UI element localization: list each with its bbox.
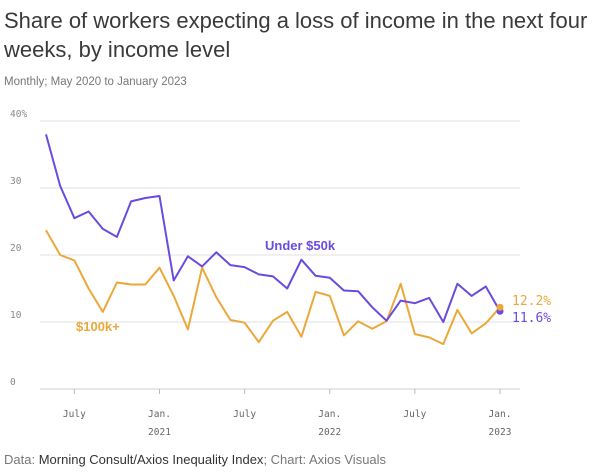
x-tick-year-label: 2023 <box>489 427 512 438</box>
y-tick-label: 10 <box>10 310 22 321</box>
gridlines <box>40 120 520 390</box>
x-tick-label: July <box>233 409 256 420</box>
x-tick-label: July <box>403 409 426 420</box>
x-tick-label: July <box>63 409 86 420</box>
end-label-under-50k: 11.6% <box>512 311 551 326</box>
y-tick-label: 20 <box>10 243 22 254</box>
x-tick-label: Jan. <box>489 409 512 420</box>
chart-prefix: ; Chart: <box>263 452 307 467</box>
end-point-100k-plus <box>496 303 504 311</box>
y-tick-label: 30 <box>10 176 22 187</box>
y-tick-label: 0 <box>10 377 16 388</box>
chart-subtitle: Monthly; May 2020 to January 2023 <box>4 76 187 88</box>
series-label-under-50k: Under $50k <box>265 238 336 253</box>
x-tick-year-label: 2021 <box>148 427 171 438</box>
data-prefix: Data: <box>4 452 36 467</box>
line-100k-plus <box>45 229 501 346</box>
x-tick-label: Jan. <box>148 409 171 420</box>
x-axis: July Jan. 2021 July Jan. 2022 July Jan. 2023 <box>63 389 512 438</box>
series-lines <box>45 134 501 346</box>
y-tick-label: 40% <box>10 109 27 120</box>
chart-credit: Axios Visuals <box>308 452 387 467</box>
series-label-100k-plus: $100k+ <box>76 319 120 334</box>
chart-title: Share of workers expecting a loss of inc… <box>4 8 588 62</box>
source-credit: Data: Morning Consult/Axios Inequality I… <box>4 452 386 467</box>
data-source: Morning Consult/Axios Inequality Index <box>38 452 264 467</box>
y-axis: 0 10 20 30 40% <box>10 109 27 388</box>
x-tick-year-label: 2022 <box>318 427 341 438</box>
line-under-50k <box>45 134 501 323</box>
end-label-100k-plus: 12.2% <box>512 294 551 309</box>
x-tick-label: Jan. <box>318 409 341 420</box>
